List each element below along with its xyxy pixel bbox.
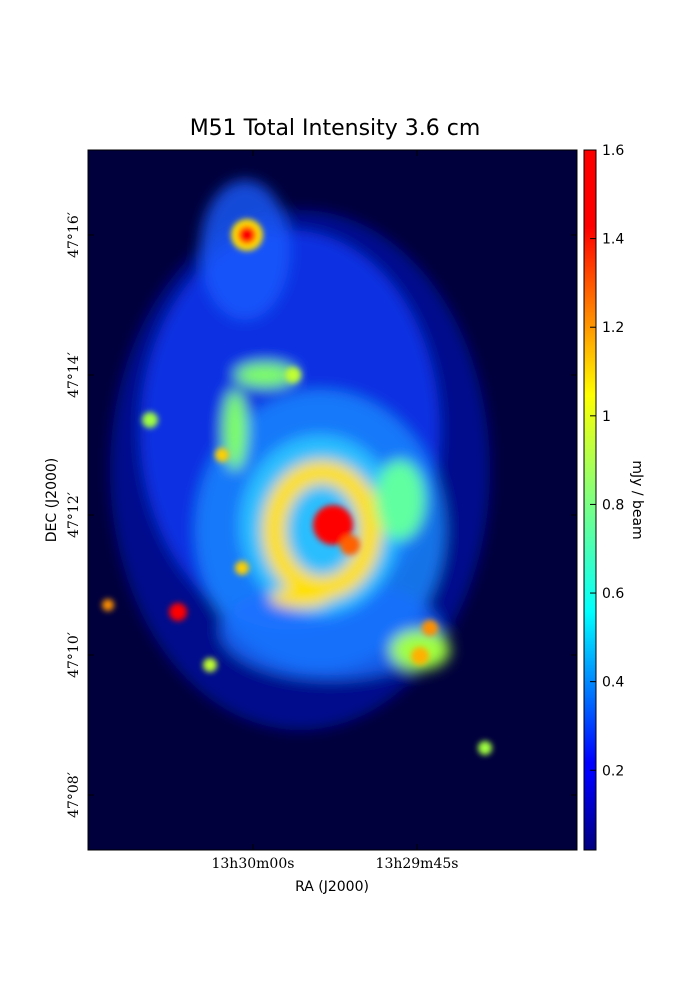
x-axis-label: RA (J2000) [295,879,369,895]
colorbar-tick-label: 1 [602,409,611,425]
y-axis-label: DEC (J2000) [44,458,60,543]
intensity-image [88,150,577,850]
chart-title: M51 Total Intensity 3.6 cm [190,116,481,141]
y-tick-label: 47°12′ [66,492,82,538]
x-tick-label: 13h29m45s [376,856,459,872]
colorbar-tick-label: 0.4 [602,675,624,691]
y-tick-label: 47°10′ [66,632,82,678]
colorbar-label: mJy / beam [629,460,645,539]
y-tick-label: 47°14′ [66,352,82,398]
colorbar-tick-label: 0.8 [602,497,624,513]
y-tick-label: 47°16′ [66,212,82,258]
x-tick-label: 13h30m00s [211,856,294,872]
colorbar [583,149,597,851]
colorbar-tick-label: 1.2 [602,320,624,336]
colorbar-tick-label: 1.6 [602,143,624,159]
plot-frame [87,149,578,851]
y-tick-label: 47°08′ [66,772,82,818]
colorbar-tick-label: 0.2 [602,763,624,779]
colorbar-tick-label: 1.4 [602,232,624,248]
colorbar-tick-label: 0.6 [602,586,624,602]
